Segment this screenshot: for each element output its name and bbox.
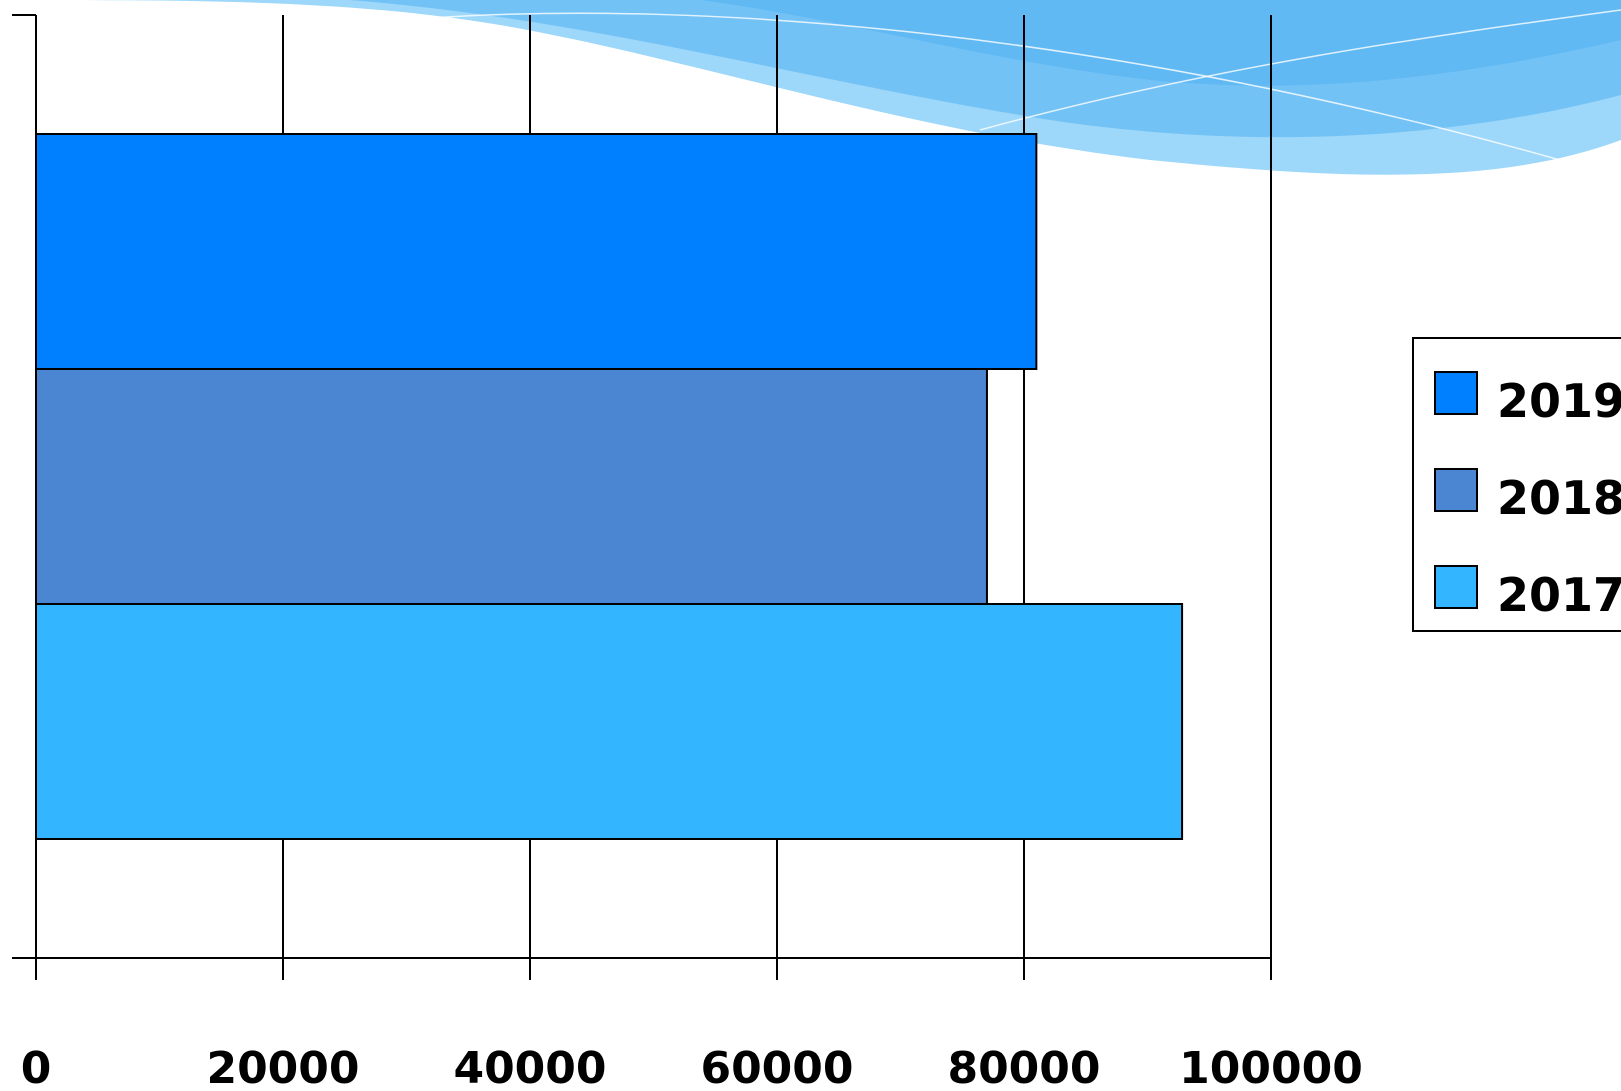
- legend-label-2017: 2017: [1497, 568, 1621, 622]
- x-tick-label: 20000: [206, 1043, 359, 1091]
- x-tick-label: 40000: [453, 1043, 606, 1091]
- legend-label-2018: 2018: [1497, 471, 1621, 525]
- legend-swatch-2018: [1434, 468, 1478, 512]
- decorative-wave-background: [0, 0, 1621, 175]
- x-tick-label: 0: [21, 1043, 52, 1091]
- bar-2018: [35, 368, 988, 605]
- legend-swatch-2019: [1434, 371, 1478, 415]
- x-tick-label: 100000: [1179, 1043, 1363, 1091]
- axes: [12, 14, 1271, 980]
- legend: 2019 2018 2017: [1412, 337, 1621, 632]
- bar-2017: [35, 603, 1184, 840]
- legend-swatch-2017: [1434, 565, 1478, 609]
- x-tick-label: 60000: [700, 1043, 853, 1091]
- bar-2019: [35, 133, 1038, 370]
- x-tick-label: 80000: [947, 1043, 1100, 1091]
- x-axis-tick-labels: 0 20000 40000 60000 80000 100000: [21, 1043, 1363, 1091]
- legend-label-2019: 2019: [1497, 374, 1621, 428]
- bars: [35, 133, 1184, 840]
